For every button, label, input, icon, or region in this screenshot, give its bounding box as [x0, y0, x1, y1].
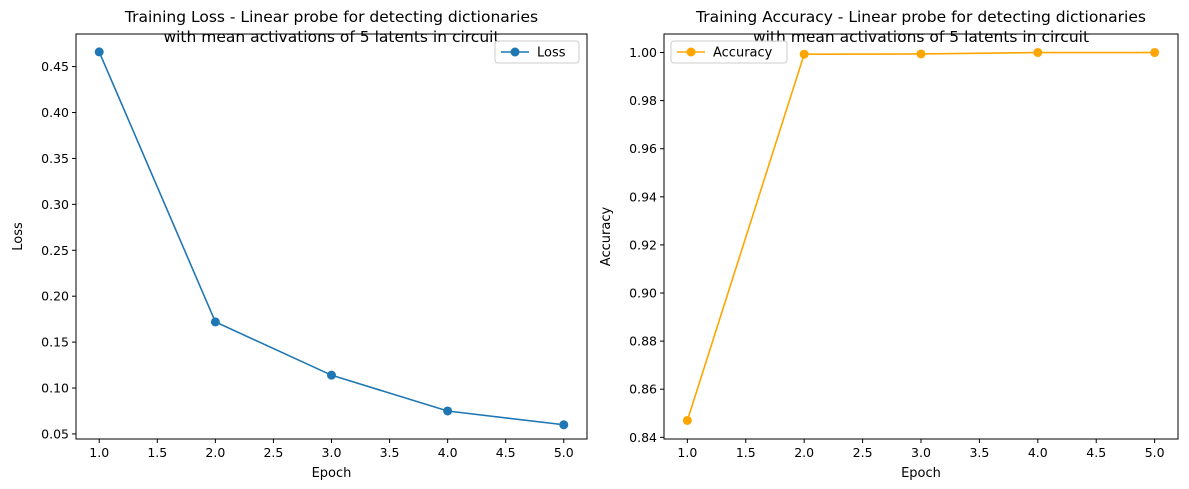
- y-tick-label: 1.00: [629, 45, 657, 60]
- y-tick-label: 0.40: [41, 105, 69, 120]
- x-tick-label: 3.5: [969, 445, 989, 460]
- legend-box: [670, 40, 788, 64]
- x-tick-label: 2.5: [853, 445, 873, 460]
- y-tick-label: 0.86: [629, 382, 657, 397]
- x-tick-label: 5.0: [554, 445, 574, 460]
- y-tick-label: 0.10: [41, 381, 69, 396]
- legend: Loss: [494, 40, 580, 64]
- y-tick-label: 0.30: [41, 197, 69, 212]
- y-tick-label: 0.84: [629, 430, 657, 445]
- legend-box: [494, 40, 580, 64]
- x-tick-label: 1.5: [736, 445, 756, 460]
- legend-label: Accuracy: [713, 46, 773, 61]
- x-tick-label: 5.0: [1145, 445, 1165, 460]
- legend-marker-swatch: [510, 47, 520, 57]
- y-axis-label: Loss: [11, 222, 26, 251]
- data-point: [559, 420, 569, 430]
- x-axis-label: Epoch: [901, 466, 941, 481]
- y-tick-label: 0.45: [41, 59, 69, 74]
- chart-1: Training Loss - Linear probe for detecti…: [11, 8, 588, 481]
- x-tick-label: 2.0: [205, 445, 225, 460]
- legend: Accuracy: [670, 40, 788, 64]
- data-point: [916, 49, 926, 59]
- x-tick-label: 3.0: [322, 445, 342, 460]
- y-tick-label: 0.98: [629, 93, 657, 108]
- y-tick-label: 0.20: [41, 289, 69, 304]
- chart-2: Training Accuracy - Linear probe for det…: [599, 8, 1179, 481]
- x-tick-label: 4.0: [438, 445, 458, 460]
- data-point: [682, 415, 692, 425]
- y-tick-label: 0.96: [629, 141, 657, 156]
- y-axis-label: Accuracy: [599, 207, 614, 267]
- data-point: [443, 406, 453, 416]
- data-point: [210, 317, 220, 327]
- legend-label: Loss: [537, 46, 566, 61]
- x-tick-label: 1.0: [677, 445, 697, 460]
- y-tick-label: 0.35: [41, 151, 69, 166]
- y-tick-label: 0.92: [629, 237, 657, 252]
- x-tick-label: 3.0: [911, 445, 931, 460]
- data-point: [327, 370, 336, 380]
- data-point: [799, 49, 809, 59]
- chart-title-line-2: with mean activations of 5 latents in ci…: [753, 28, 1089, 46]
- data-point: [94, 47, 104, 57]
- data-point: [1150, 48, 1160, 58]
- chart-title-line-1: Training Accuracy - Linear probe for det…: [695, 8, 1146, 26]
- x-tick-label: 1.0: [89, 445, 109, 460]
- y-tick-label: 0.25: [41, 243, 69, 258]
- chart-title-line-2: with mean activations of 5 latents in ci…: [163, 28, 499, 46]
- data-point: [1033, 48, 1043, 58]
- y-tick-label: 0.88: [629, 334, 657, 349]
- y-tick-label: 0.15: [41, 335, 69, 350]
- x-tick-label: 4.5: [496, 445, 516, 460]
- x-tick-label: 4.5: [1086, 445, 1106, 460]
- y-tick-label: 0.05: [41, 426, 69, 441]
- y-tick-label: 0.94: [629, 189, 657, 204]
- x-tick-label: 3.5: [380, 445, 400, 460]
- x-axis-label: Epoch: [312, 466, 352, 481]
- x-tick-label: 2.5: [263, 445, 283, 460]
- legend-marker-swatch: [686, 47, 696, 57]
- x-tick-label: 2.0: [794, 445, 814, 460]
- x-tick-label: 4.0: [1028, 445, 1048, 460]
- x-tick-label: 1.5: [147, 445, 167, 460]
- chart-title-line-1: Training Loss - Linear probe for detecti…: [124, 8, 538, 26]
- y-tick-label: 0.90: [629, 286, 657, 301]
